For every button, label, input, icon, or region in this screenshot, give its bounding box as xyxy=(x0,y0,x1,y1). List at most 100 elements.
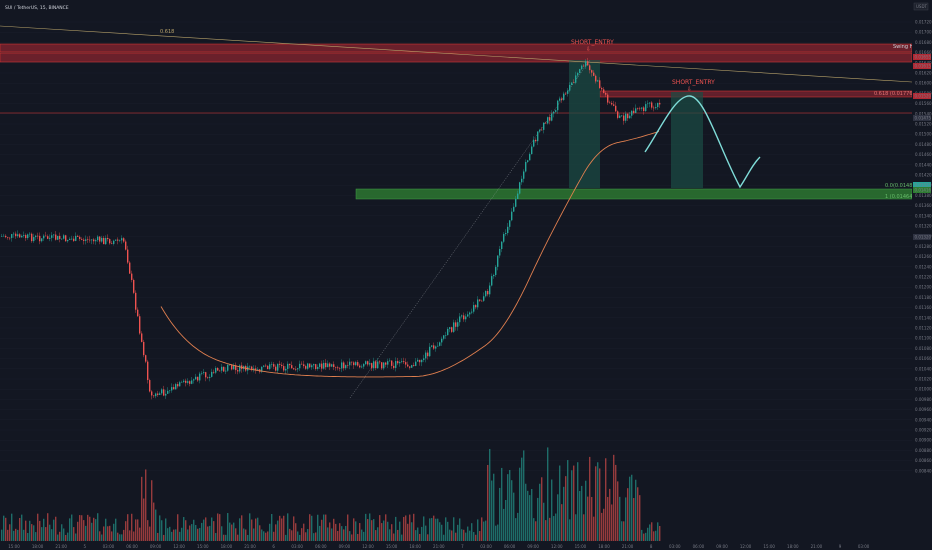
time-tick-label: 15:00 xyxy=(386,544,398,549)
time-tick-label: 03:00 xyxy=(480,544,492,549)
volume-bar xyxy=(629,476,631,541)
candle-body xyxy=(33,237,35,242)
volume-bar xyxy=(273,531,275,541)
candle-body xyxy=(435,346,437,349)
price-axis[interactable]: USDT 0.01720 0.01700 0.01680 0.01660 0.01640… xyxy=(912,0,932,550)
volume-bar xyxy=(497,524,499,541)
candle-body xyxy=(551,113,553,121)
volume-bar xyxy=(419,533,421,541)
volume-bar xyxy=(345,525,347,541)
chart-title: SUI / TetherUS, 15, BINANCE xyxy=(5,5,69,11)
volume-bar xyxy=(443,534,445,541)
volume-bar xyxy=(111,531,113,541)
price-tick-label: 0.01720 xyxy=(915,20,932,25)
volume-bar xyxy=(141,476,143,541)
volume-bar xyxy=(587,496,589,541)
volume-bar xyxy=(365,513,367,541)
candle-body xyxy=(391,360,393,366)
candle-body xyxy=(559,98,561,101)
volume-bar xyxy=(251,519,253,541)
candle-body xyxy=(483,296,485,301)
short-entry-arrow-icon-1: ⇩ xyxy=(586,46,591,53)
volume-bar xyxy=(507,474,509,541)
candle-body xyxy=(149,380,151,392)
volume-bar xyxy=(15,528,17,541)
volume-bar xyxy=(417,527,419,541)
price-tick-label: 0.01180 xyxy=(915,295,932,300)
volume-bar xyxy=(159,515,161,541)
candle-body xyxy=(223,366,225,372)
volume-bar xyxy=(583,514,585,541)
time-tick-label: 06:00 xyxy=(126,544,138,549)
candle-body xyxy=(367,361,369,365)
candle-body xyxy=(183,380,185,382)
candle-body xyxy=(127,249,129,263)
candle-body xyxy=(579,69,581,74)
price-tick-label: 0.01320 xyxy=(915,224,932,229)
volume-bar xyxy=(325,514,327,541)
currency-box[interactable] xyxy=(913,2,929,11)
candle-body xyxy=(31,233,33,242)
volume-bar xyxy=(109,525,111,541)
candle-body xyxy=(301,363,303,365)
candle-body xyxy=(91,239,93,241)
volume-bar xyxy=(165,518,167,541)
time-tick-label: 09:00 xyxy=(339,544,351,549)
volume-bar xyxy=(599,468,601,541)
volume-bar xyxy=(423,516,425,541)
time-tick-label: 18:00 xyxy=(409,544,421,549)
time-tick-label: 03:00 xyxy=(669,544,681,549)
candle-body xyxy=(189,381,191,384)
candle-body xyxy=(93,239,95,242)
descending-trendline xyxy=(0,25,913,83)
candle-body xyxy=(657,102,659,108)
candle-body xyxy=(49,237,51,239)
volume-bar xyxy=(485,520,487,541)
candle-body xyxy=(615,105,617,112)
volume-bar xyxy=(597,462,599,541)
volume-bar xyxy=(81,515,83,541)
candle-body xyxy=(343,362,345,369)
volume-bar xyxy=(247,534,249,541)
candle-body xyxy=(625,113,627,121)
price-tick-label: 0.01200 xyxy=(915,285,932,290)
volume-bar xyxy=(209,525,211,541)
candle-body xyxy=(619,115,621,118)
volume-bar xyxy=(53,519,55,541)
volume-bar xyxy=(467,526,469,541)
time-axis[interactable]: 15:00 18:00 21:00 5 03:00 06:00 09:00 12:00 15:0… xyxy=(0,541,912,550)
price-tick-label: 0.01140 xyxy=(915,315,932,320)
candle-body xyxy=(119,240,121,241)
candle-body xyxy=(233,365,235,370)
volume-bar xyxy=(217,513,219,541)
price-badge-label: 0.01475 xyxy=(915,116,932,121)
candle-body xyxy=(487,291,489,295)
volume-bar xyxy=(93,517,95,541)
candle-body xyxy=(103,237,105,245)
volume-bar xyxy=(631,474,633,541)
candle-body xyxy=(115,239,117,241)
candle-body xyxy=(355,362,357,366)
volume-bar xyxy=(75,533,77,541)
candle-body xyxy=(315,364,317,369)
volume-bar xyxy=(355,521,357,541)
volume-bar xyxy=(427,534,429,541)
volume-bar xyxy=(549,517,551,541)
price-tick-label: 0.01040 xyxy=(915,366,932,371)
volume-bar xyxy=(305,532,307,541)
volume-bar xyxy=(289,528,291,541)
volume-bar xyxy=(605,458,607,541)
candle-body xyxy=(393,365,395,368)
candle-body xyxy=(553,111,555,114)
volume-bar xyxy=(637,487,639,541)
candle-body xyxy=(313,364,315,366)
volume-bar xyxy=(127,514,129,541)
volume-bar xyxy=(145,469,147,541)
candle-body xyxy=(287,363,289,369)
candle-body xyxy=(585,61,587,67)
volume-bar xyxy=(575,514,577,541)
price-badge xyxy=(913,182,931,188)
volume-bar xyxy=(451,530,453,541)
candle-body xyxy=(365,361,367,365)
